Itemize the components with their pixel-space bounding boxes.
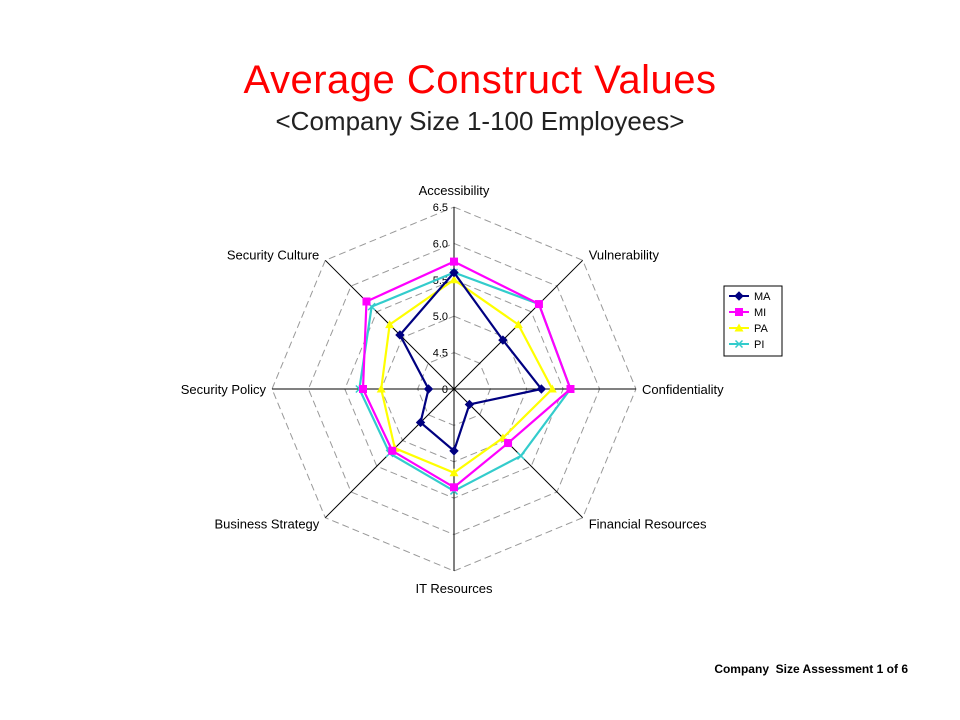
data-point bbox=[449, 275, 459, 284]
data-point bbox=[516, 451, 525, 460]
data-point bbox=[449, 446, 459, 456]
radial-tick-label: 0 bbox=[442, 384, 448, 396]
radial-tick-label: 4.5 bbox=[433, 348, 448, 360]
axis-labels: Accessibility Vulnerability Confidentialit… bbox=[181, 183, 724, 596]
radial-tick-label: 5.0 bbox=[433, 311, 448, 323]
radial-tick-label: 6.5 bbox=[433, 202, 448, 214]
data-point bbox=[504, 439, 513, 448]
data-point bbox=[547, 384, 557, 393]
legend-item: MA bbox=[729, 291, 771, 303]
data-point bbox=[359, 385, 367, 393]
chart-subtitle: <Company Size 1-100 Employees> bbox=[275, 106, 685, 136]
data-point bbox=[536, 384, 547, 394]
data-point bbox=[388, 446, 397, 455]
axis-label: Financial Resources bbox=[589, 517, 707, 532]
data-point bbox=[449, 267, 459, 278]
footer-of-word: of bbox=[886, 662, 898, 676]
data-point bbox=[385, 320, 395, 329]
data-point bbox=[423, 384, 434, 394]
legend-item: MI bbox=[729, 307, 766, 319]
data-point bbox=[395, 330, 405, 340]
legend-label: MA bbox=[754, 291, 771, 303]
axis-label: Security Culture bbox=[227, 247, 319, 262]
data-point bbox=[450, 483, 458, 492]
axis-label: Security Policy bbox=[181, 382, 267, 397]
data-point bbox=[534, 300, 543, 309]
series-mi bbox=[359, 257, 575, 492]
series-layer bbox=[355, 257, 575, 495]
data-point bbox=[734, 339, 744, 349]
axis-label: Accessibility bbox=[419, 183, 490, 198]
legend-label: PI bbox=[754, 339, 764, 351]
legend: MA MI PA PI bbox=[723, 285, 783, 357]
axis-label: Business Strategy bbox=[215, 517, 320, 532]
legend-label: PA bbox=[754, 323, 769, 335]
footer-label: Company Size Assessment bbox=[714, 662, 874, 676]
data-point bbox=[415, 417, 426, 428]
legend-label: MI bbox=[754, 307, 766, 319]
data-point bbox=[513, 320, 523, 329]
data-point bbox=[734, 323, 744, 332]
axis-label: IT Resources bbox=[415, 581, 493, 596]
axis-label: Confidentiality bbox=[642, 382, 724, 397]
series-ma bbox=[395, 267, 547, 456]
data-point bbox=[464, 399, 475, 410]
legend-item: PI bbox=[729, 339, 764, 351]
data-point bbox=[566, 385, 575, 393]
axis-label: Vulnerability bbox=[589, 247, 660, 262]
grid-ring bbox=[271, 206, 637, 572]
data-point bbox=[734, 291, 744, 301]
radial-tick-label: 6.0 bbox=[433, 238, 448, 250]
data-point bbox=[450, 257, 458, 266]
data-point bbox=[362, 297, 371, 306]
legend-item: PA bbox=[729, 323, 769, 335]
chart-title: Average Construct Values bbox=[243, 58, 717, 102]
data-point bbox=[735, 308, 743, 316]
data-point bbox=[449, 468, 459, 477]
data-point bbox=[376, 384, 386, 393]
footer-page-current: 1 bbox=[876, 662, 884, 676]
footer-page-total: 6 bbox=[901, 662, 908, 676]
page-footer: Company Size Assessment 1 of 6 bbox=[714, 662, 908, 676]
data-point bbox=[498, 335, 508, 345]
radial-tick-labels: 6.56.05.55.04.50 bbox=[433, 202, 448, 396]
